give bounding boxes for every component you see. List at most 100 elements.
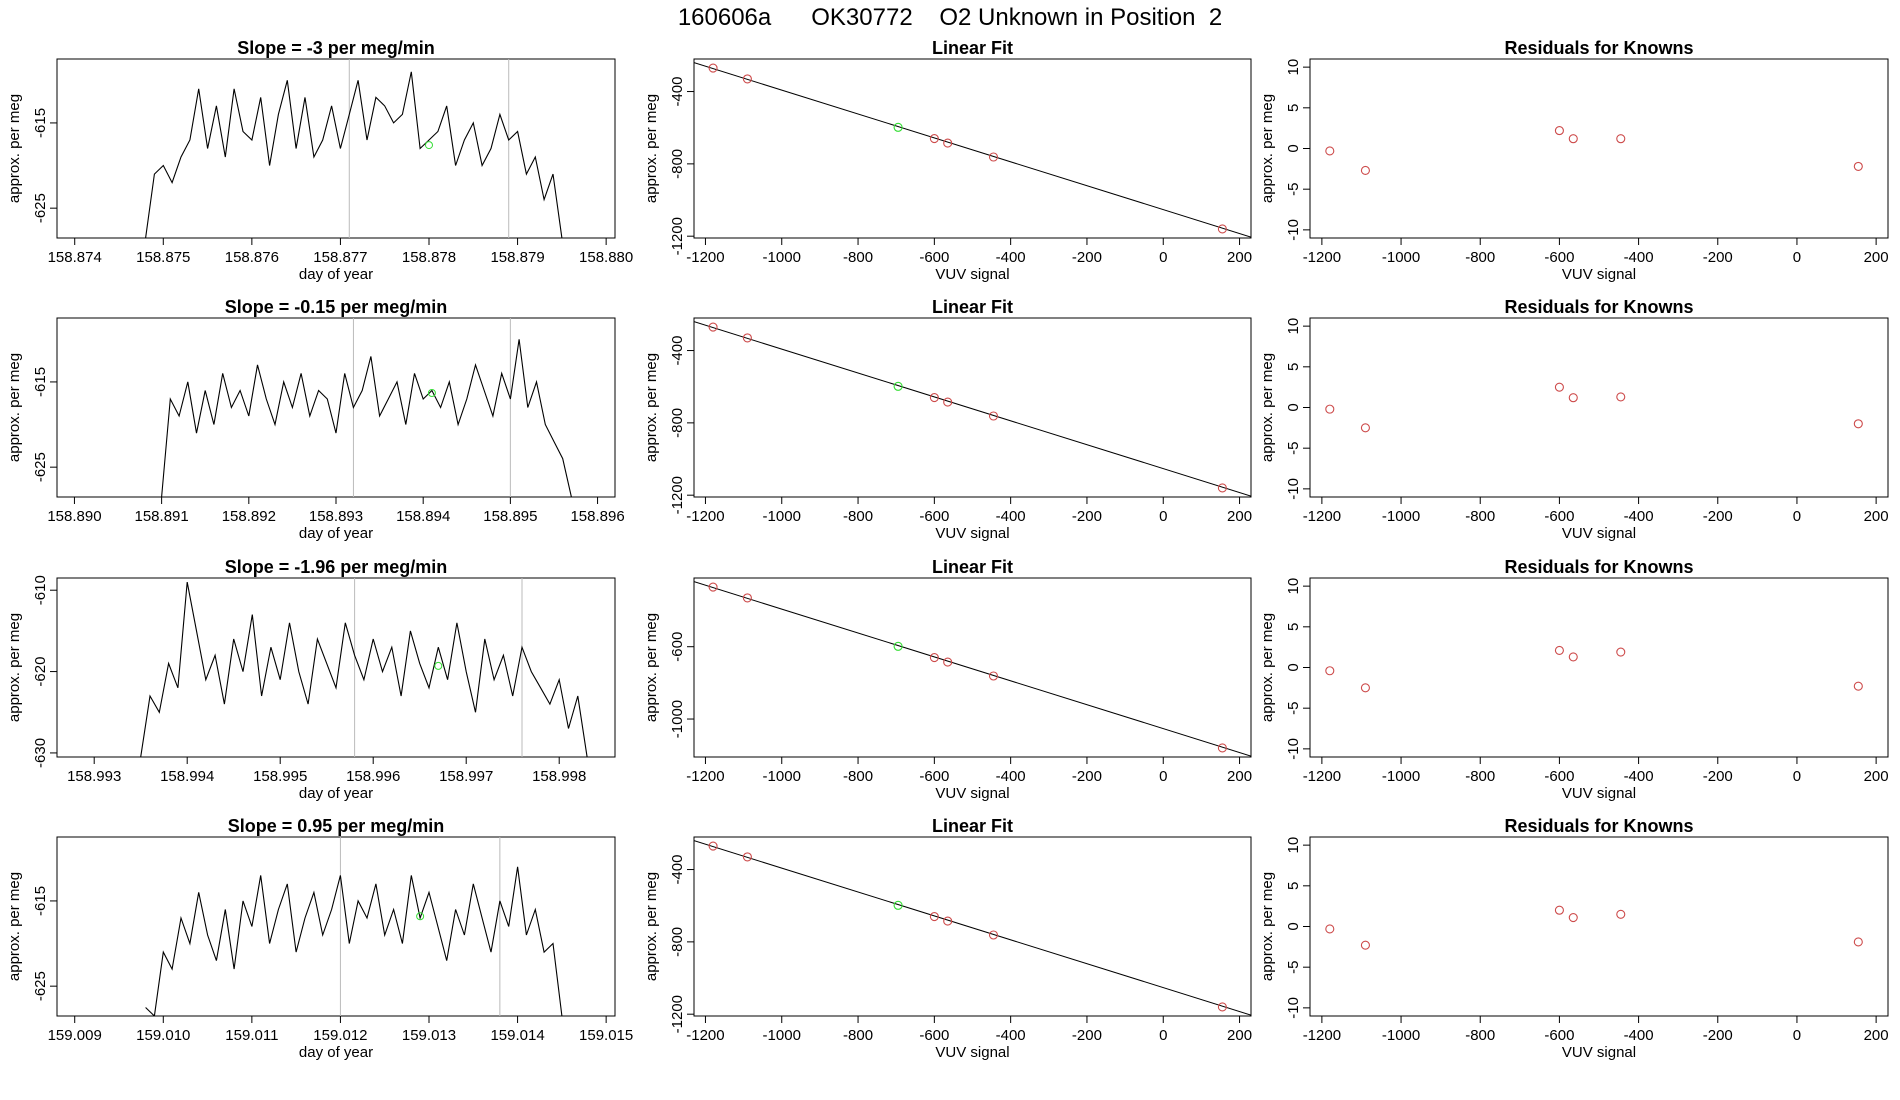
x-tick-label: -1000 [763,249,801,266]
known-point [943,916,953,926]
x-tick-label: -200 [1072,1027,1102,1044]
plot-area [694,62,1251,238]
y-tick-label: 10 [1285,837,1302,854]
x-axis-label: VUV signal [1562,266,1636,283]
unknown-point [427,389,436,398]
y-tick-label: -1000 [669,700,686,738]
known-point [708,841,718,851]
x-tick-label: -400 [996,768,1026,785]
y-tick-label: -5 [1285,961,1302,974]
residual-point [1616,392,1626,402]
y-tick-label: 5 [1285,104,1302,112]
x-tick-label: -1000 [1382,508,1420,525]
plot-area [161,318,572,497]
x-tick-label: 200 [1227,768,1252,785]
known-point [988,930,999,940]
x-tick-label: -1200 [686,508,724,525]
plot-area [694,581,1251,757]
x-tick-label: -1200 [1303,249,1341,266]
x-tick-label: -200 [1703,249,1733,266]
panel-title: Slope = 0.95 per meg/min [228,816,445,836]
y-tick-label: -800 [669,149,686,179]
x-tick-label: -1200 [686,1027,724,1044]
x-tick-label: -800 [843,768,873,785]
known-point [708,322,718,332]
x-tick-label: -1000 [763,508,801,525]
x-tick-label: -400 [1624,508,1654,525]
known-point [1217,483,1227,493]
x-tick-label: -800 [843,508,873,525]
unknown-point [416,912,425,921]
y-tick-label: 5 [1285,882,1302,890]
x-tick-label: -400 [996,249,1026,266]
panel-title: Slope = -3 per meg/min [237,38,435,58]
x-tick-label: 0 [1793,249,1801,266]
residual-point [1325,146,1335,156]
x-tick-label: -600 [1544,249,1574,266]
y-axis-label: approx. per meg [643,613,660,722]
x-tick-label: -200 [1703,768,1733,785]
y-tick-label: -400 [669,77,686,107]
x-tick-label: 158.893 [309,508,363,525]
y-tick-label: -630 [32,738,49,768]
known-point [1217,743,1227,753]
x-tick-label: -1200 [686,768,724,785]
x-tick-label: -1200 [1303,508,1341,525]
x-tick-label: 0 [1793,1027,1801,1044]
y-tick-label: -600 [669,632,686,662]
y-axis-label: approx. per meg [1259,94,1276,203]
x-tick-label: -1000 [1382,768,1420,785]
known-point [929,653,939,663]
panel-title: Linear Fit [932,38,1013,58]
unknown-point [893,641,903,651]
residual-point [1325,404,1335,414]
y-tick-label: -10 [1285,478,1302,500]
y-axis-label: approx. per meg [6,613,23,722]
plot-frame [1309,577,1889,758]
plot-area [694,840,1251,1016]
x-tick-label: 159.015 [579,1027,633,1044]
x-tick-label: -1200 [1303,768,1341,785]
x-tick-label: -1000 [763,1027,801,1044]
x-axis-label: VUV signal [1562,1044,1636,1061]
plot-frame [693,317,1252,498]
panel-title: Linear Fit [932,297,1013,317]
plot-area [145,837,563,1016]
x-tick-label: -800 [1465,249,1495,266]
y-tick-label: -620 [32,657,49,687]
x-tick-label: -600 [1544,508,1574,525]
x-tick-label: -600 [919,1027,949,1044]
y-tick-label: -615 [32,367,49,397]
y-axis-label: approx. per meg [1259,353,1276,462]
x-tick-label: 158.895 [483,508,537,525]
y-axis-label: approx. per meg [643,872,660,981]
x-tick-label: 200 [1864,1027,1889,1044]
y-tick-label: 0 [1285,922,1302,930]
y-tick-label: -800 [669,927,686,957]
plot-frame [1309,317,1889,498]
x-tick-label: 0 [1159,249,1167,266]
residual-point [1325,666,1335,676]
y-axis-label: approx. per meg [6,94,23,203]
x-tick-label: -800 [1465,768,1495,785]
y-tick-label: 5 [1285,623,1302,631]
x-tick-label: -400 [996,1027,1026,1044]
residual-point [1568,393,1578,403]
y-axis-label: approx. per meg [6,353,23,462]
y-tick-label: -1200 [669,476,686,514]
plot-frame [693,836,1252,1017]
figure-title: 160606a OK30772 O2 Unknown in Position 2 [677,4,1223,31]
residual-point [1360,165,1370,176]
y-axis-label: approx. per meg [1259,613,1276,722]
plot-frame [56,836,616,1017]
known-point [943,657,953,667]
y-tick-label: -610 [32,575,49,605]
known-point [708,582,718,592]
y-tick-label: 0 [1285,403,1302,411]
x-axis-label: day of year [299,785,373,802]
x-tick-label: -800 [1465,508,1495,525]
y-tick-label: -615 [32,108,49,138]
x-tick-label: -200 [1703,1027,1733,1044]
y-tick-label: 10 [1285,59,1302,76]
x-axis-label: day of year [299,266,373,283]
